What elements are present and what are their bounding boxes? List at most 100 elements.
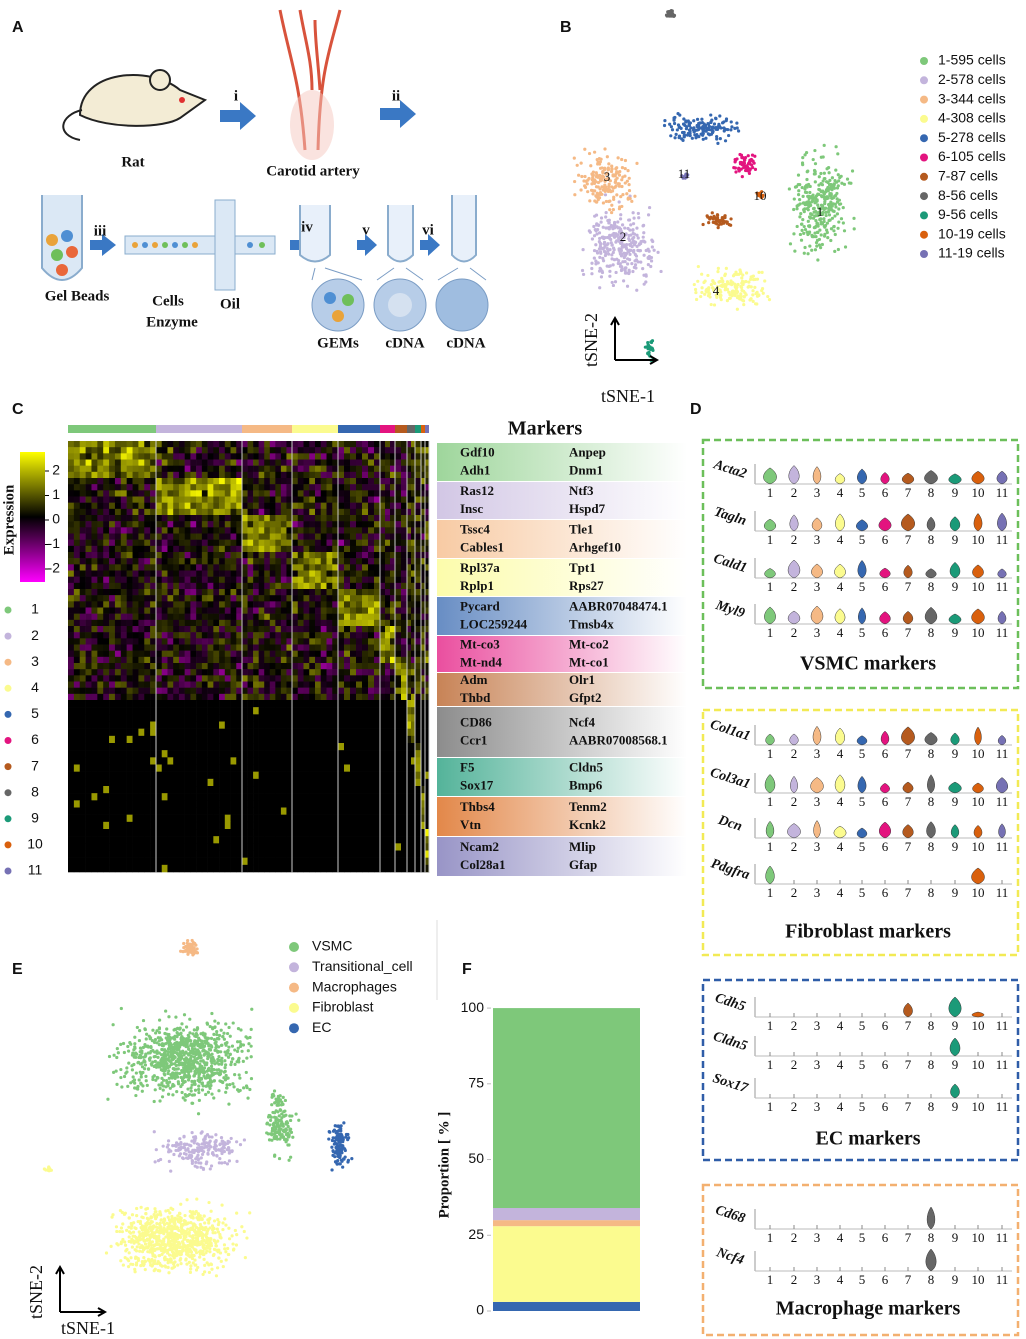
heat-cell <box>79 447 86 454</box>
cell-dot <box>594 259 598 263</box>
step-caption: GEMs <box>317 335 359 351</box>
heat-cell <box>297 707 304 715</box>
heat-cell <box>275 515 282 522</box>
heat-cell <box>79 441 86 448</box>
heat-cell <box>247 595 254 602</box>
heat-cell <box>338 619 345 627</box>
heat-cell <box>344 459 351 466</box>
heat-cell <box>292 681 299 688</box>
heat-cell <box>68 496 75 503</box>
heat-cell <box>338 539 345 547</box>
heat-cell <box>219 527 226 534</box>
heat-cell <box>138 700 145 708</box>
heat-cell <box>126 650 133 658</box>
heat-cell <box>230 721 237 729</box>
heat-cell <box>178 539 185 547</box>
heat-cell <box>224 539 231 547</box>
heat-cell <box>161 595 168 602</box>
cell-dot <box>704 129 708 133</box>
heat-cell <box>356 459 363 466</box>
heat-cell <box>332 496 339 503</box>
heat-cell <box>338 778 345 787</box>
heat-cell <box>230 700 237 708</box>
heat-cell <box>73 864 81 873</box>
heat-cell <box>356 843 363 851</box>
heat-cell <box>156 552 163 559</box>
heat-cell <box>219 564 226 571</box>
heat-cell <box>213 707 220 715</box>
heat-cell <box>207 829 214 837</box>
heat-cell <box>144 441 151 448</box>
cell-dot <box>598 176 602 181</box>
cell-dot <box>723 288 727 292</box>
cell-dot <box>803 190 808 194</box>
heat-cell <box>120 721 127 729</box>
heat-cell <box>362 821 369 830</box>
heat-cell <box>374 471 381 479</box>
heat-cell <box>303 728 310 737</box>
cell-dot <box>808 216 813 220</box>
cell-dot <box>724 119 728 123</box>
legend-dot <box>920 153 928 162</box>
cell-dot <box>825 228 829 232</box>
heat-cell <box>68 786 75 794</box>
heat-cell <box>79 728 86 737</box>
cell-dot <box>739 292 743 296</box>
heat-cell <box>374 728 381 737</box>
cell-dot <box>616 220 620 224</box>
heat-cell <box>269 836 276 844</box>
heat-cell <box>167 700 174 708</box>
cell-dot <box>832 224 836 229</box>
heat-cell <box>236 663 243 670</box>
heat-cell <box>247 626 254 633</box>
heat-cell <box>320 843 327 851</box>
heat-cell <box>350 700 357 708</box>
heat-cell <box>230 582 237 590</box>
heat-cell <box>196 721 203 729</box>
heat-cell <box>338 613 345 621</box>
heat-cell <box>161 714 168 722</box>
step-label: iii <box>94 223 107 239</box>
heat-cell <box>264 829 271 837</box>
heat-cell <box>150 552 157 559</box>
heat-cell <box>309 441 316 448</box>
heat-cell <box>114 459 122 466</box>
heat-cell <box>236 471 243 479</box>
heat-cell <box>144 558 151 565</box>
heat-cell <box>68 800 75 808</box>
heat-cell <box>253 478 259 485</box>
heat-cell <box>219 558 226 565</box>
heat-cell <box>286 675 293 682</box>
cell-dot <box>632 235 636 240</box>
heat-cell <box>292 821 299 830</box>
heat-cell <box>144 743 151 751</box>
heat-cell <box>103 857 110 866</box>
heat-cell <box>242 728 248 737</box>
heat-cell <box>120 552 127 559</box>
heat-cell <box>161 829 168 837</box>
heat-cell <box>91 700 98 708</box>
heat-cell <box>350 502 357 510</box>
heat-cell <box>132 757 139 765</box>
heat-cell <box>167 650 174 658</box>
heat-cell <box>167 589 174 596</box>
cell-dot <box>598 286 602 290</box>
heat-cell <box>201 707 208 715</box>
heat-cell <box>161 441 168 448</box>
cell-dot <box>683 174 687 178</box>
heat-cell <box>219 589 226 596</box>
heat-cell <box>286 721 293 729</box>
heat-cell <box>368 864 375 873</box>
cell-dot <box>707 291 711 295</box>
heat-cell <box>114 582 122 590</box>
heat-cell <box>167 619 174 627</box>
heat-cell <box>150 850 157 858</box>
heat-cell <box>68 829 75 837</box>
heat-cell <box>230 601 237 608</box>
cell-dot <box>610 164 614 168</box>
heat-cell <box>362 619 369 627</box>
heat-cell <box>178 663 185 670</box>
heat-cell <box>264 502 271 510</box>
heat-cell <box>297 619 304 627</box>
heat-cell <box>280 496 287 503</box>
